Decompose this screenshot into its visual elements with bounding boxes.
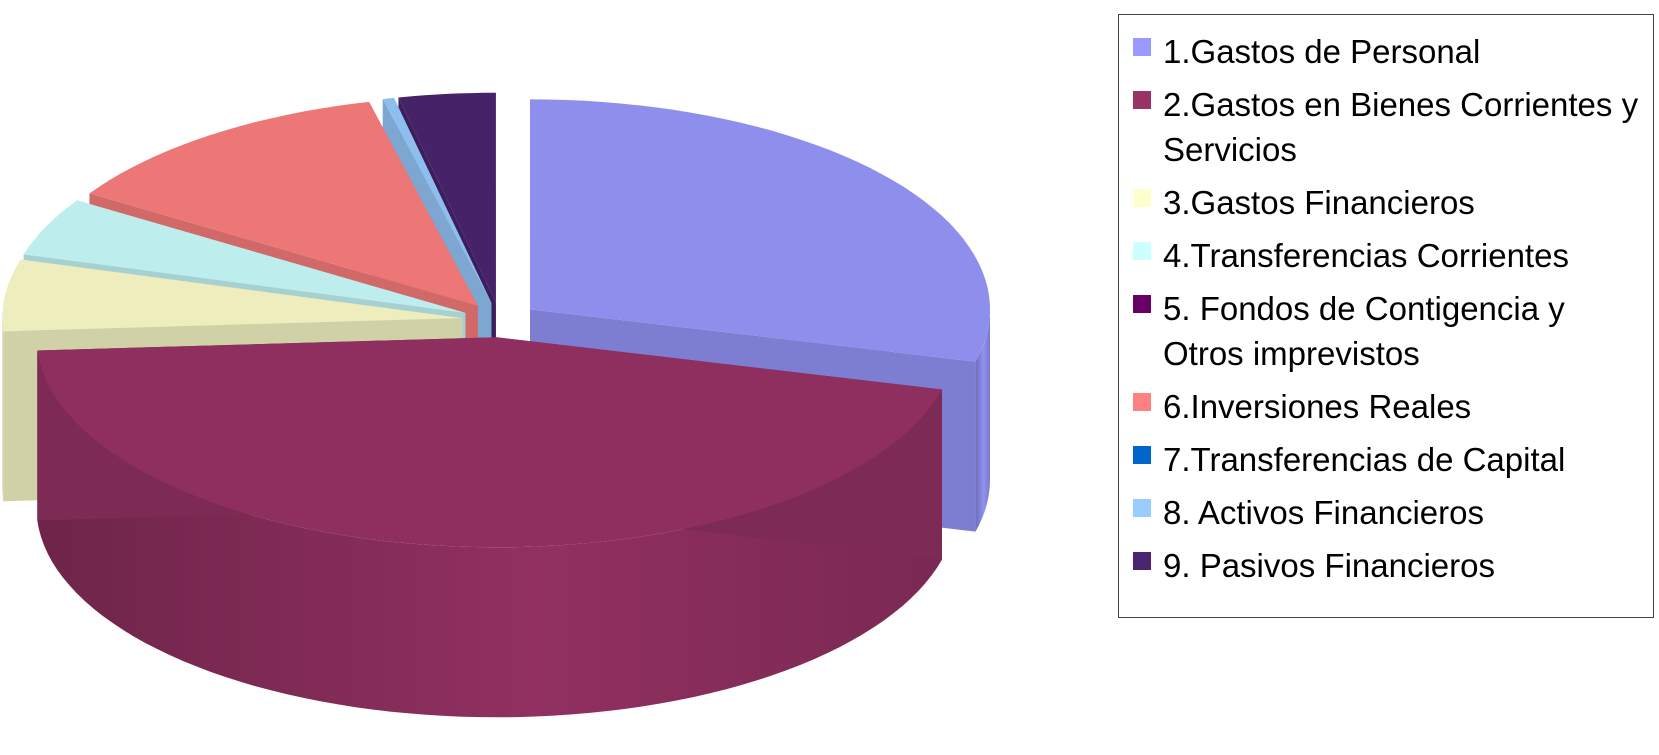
legend-label: 4.Transferencias Corrientes [1163,237,1569,274]
pie-slice [398,92,496,303]
legend-label: 7.Transferencias de Capital [1163,441,1566,478]
legend-swatch [1133,446,1151,464]
pie-slice [23,200,466,313]
pie-slice [2,259,463,332]
legend-label: 8. Activos Financieros [1163,494,1484,531]
legend-item: 7.Transferencias de Capital [1133,437,1641,482]
legend-label: 9. Pasivos Financieros [1163,547,1495,584]
legend-item: 9. Pasivos Financieros [1133,543,1641,588]
legend-item: 2.Gastos en Bienes Corrientes y Servicio… [1133,82,1641,172]
legend-swatch [1133,242,1151,260]
legend-label: 1.Gastos de Personal [1163,33,1481,70]
legend-item: 3.Gastos Financieros [1133,180,1641,225]
pie-slice-side [37,350,943,718]
pie-chart [2,92,990,718]
pie-slice [382,97,492,304]
legend-label: 3.Gastos Financieros [1163,184,1475,221]
legend-item: 5. Fondos de Contigencia y Otros imprevi… [1133,286,1641,376]
legend-swatch [1133,91,1151,109]
legend-swatch [1133,38,1151,56]
chart-legend: 1.Gastos de Personal 2.Gastos en Bienes C… [1118,14,1654,618]
legend-swatch [1133,499,1151,517]
pie-slice [37,337,943,548]
legend-item: 1.Gastos de Personal [1133,29,1641,74]
legend-label: 6.Inversiones Reales [1163,388,1472,425]
legend-item: 6.Inversiones Reales [1133,384,1641,429]
legend-swatch [1133,295,1151,313]
pie-slice-side [2,318,4,502]
legend-swatch [1133,393,1151,411]
pie-slice [530,99,990,362]
pie-slice-side [975,309,990,532]
legend-item: 4.Transferencias Corrientes [1133,233,1641,278]
legend-item: 8. Activos Financieros [1133,490,1641,535]
legend-swatch [1133,552,1151,570]
legend-label: 5. Fondos de Contigencia y Otros imprevi… [1163,290,1565,372]
pie-chart-svg [2,92,990,718]
pie-slice [89,101,478,306]
legend-swatch [1133,189,1151,207]
legend-label: 2.Gastos en Bienes Corrientes y Servicio… [1163,86,1639,168]
